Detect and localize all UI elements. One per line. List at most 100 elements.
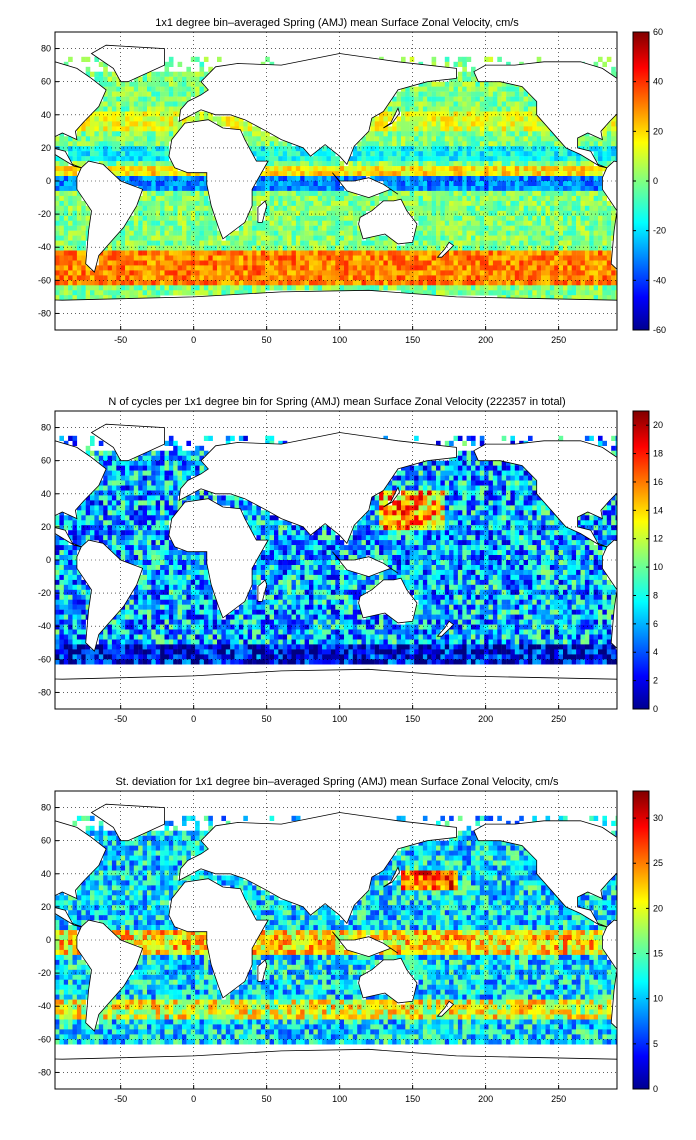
heatmap-cell — [142, 215, 148, 221]
heatmap-cell — [147, 116, 152, 122]
heatmap-cell — [414, 190, 419, 197]
heatmap-cell — [274, 230, 279, 236]
heatmap-cell — [536, 190, 542, 197]
heatmap-cell — [85, 270, 91, 276]
heatmap-cell — [563, 171, 568, 177]
heatmap-cell — [492, 470, 498, 476]
heatmap-cell — [151, 275, 156, 281]
heatmap-cell — [269, 435, 275, 441]
heatmap-cell — [335, 190, 340, 197]
heatmap-cell — [352, 230, 358, 236]
heatmap-cell — [453, 270, 459, 276]
heatmap-cell — [563, 275, 568, 281]
heatmap-cell — [295, 186, 301, 192]
heatmap-cell — [523, 230, 529, 236]
heatmap-cell — [190, 210, 196, 216]
heatmap-cell — [528, 116, 533, 122]
heatmap-cell — [549, 190, 555, 197]
heatmap-cell — [528, 205, 533, 211]
heatmap-cell — [484, 250, 489, 256]
heatmap-cell — [142, 195, 148, 202]
heatmap-cell — [444, 205, 450, 211]
heatmap-cell — [466, 240, 472, 246]
heatmap-cell — [361, 255, 367, 261]
heatmap-cell — [563, 166, 568, 172]
heatmap-cell — [370, 195, 375, 202]
heatmap-cell — [63, 181, 69, 187]
heatmap-cell — [396, 186, 402, 192]
heatmap-cell — [195, 225, 200, 231]
heatmap-cell — [195, 210, 200, 216]
heatmap-cell — [563, 265, 568, 271]
heatmap-cell — [510, 121, 515, 127]
heatmap-cell — [606, 280, 612, 286]
heatmap-cell — [440, 186, 445, 192]
heatmap-cell — [431, 225, 437, 231]
heatmap-cell — [440, 465, 445, 471]
heatmap-cell — [396, 475, 402, 481]
heatmap-cell — [344, 270, 349, 276]
heatmap-cell — [492, 81, 498, 87]
heatmap-cell — [352, 215, 358, 221]
heatmap-cell — [519, 220, 524, 226]
heatmap-cell — [414, 285, 419, 291]
heatmap-cell — [519, 255, 524, 261]
heatmap-cell — [567, 205, 572, 211]
heatmap-cell — [300, 235, 305, 241]
heatmap-cell — [475, 156, 480, 162]
heatmap-cell — [471, 460, 476, 466]
heatmap-cell — [55, 290, 60, 296]
heatmap-cell — [374, 171, 380, 177]
heatmap-cell — [265, 186, 270, 192]
heatmap-cell — [225, 270, 231, 276]
heatmap-cell — [291, 176, 297, 182]
heatmap-cell — [120, 106, 126, 112]
heatmap-cell — [462, 225, 467, 231]
heatmap-cell — [387, 176, 393, 182]
heatmap-cell — [265, 200, 270, 207]
heatmap-cell — [76, 131, 82, 137]
heatmap-cell — [440, 275, 445, 281]
heatmap-cell — [160, 235, 165, 241]
heatmap-cell — [291, 230, 297, 236]
heatmap-cell — [357, 205, 362, 211]
heatmap-cell — [387, 166, 393, 172]
heatmap-cell — [111, 136, 117, 142]
heatmap-cell — [589, 195, 594, 202]
heatmap-cell — [501, 121, 507, 127]
heatmap-cell — [107, 156, 113, 162]
heatmap-cell — [492, 171, 498, 177]
heatmap-cell — [81, 240, 86, 246]
heatmap-cell — [212, 230, 218, 236]
heatmap-cell — [431, 245, 437, 251]
heatmap-cell — [475, 255, 480, 261]
heatmap-cell — [488, 205, 494, 211]
heatmap-cell — [392, 131, 397, 137]
heatmap-cell — [422, 106, 428, 112]
heatmap-cell — [147, 151, 152, 157]
heatmap-cell — [497, 290, 502, 296]
heatmap-cell — [615, 136, 617, 142]
heatmap-cell — [370, 151, 375, 157]
heatmap-cell — [133, 116, 139, 122]
heatmap-cell — [81, 141, 86, 147]
heatmap-cell — [405, 91, 410, 97]
heatmap-cell — [116, 111, 121, 117]
heatmap-cell — [453, 166, 459, 172]
heatmap-cell — [138, 460, 143, 466]
heatmap-cell — [431, 200, 437, 207]
heatmap-cell — [173, 235, 178, 241]
heatmap-cell — [409, 56, 415, 62]
heatmap-cell — [164, 176, 170, 182]
heatmap-cell — [247, 131, 253, 137]
heatmap-cell — [466, 250, 472, 256]
heatmap-cell — [120, 126, 126, 132]
heatmap-cell — [571, 161, 577, 167]
heatmap-cell — [549, 136, 555, 142]
heatmap-cell — [392, 106, 397, 112]
heatmap-cell — [291, 190, 297, 197]
heatmap-cell — [243, 260, 248, 266]
heatmap-cell — [449, 166, 454, 172]
heatmap-cell — [142, 156, 148, 162]
heatmap-cell — [523, 470, 529, 476]
